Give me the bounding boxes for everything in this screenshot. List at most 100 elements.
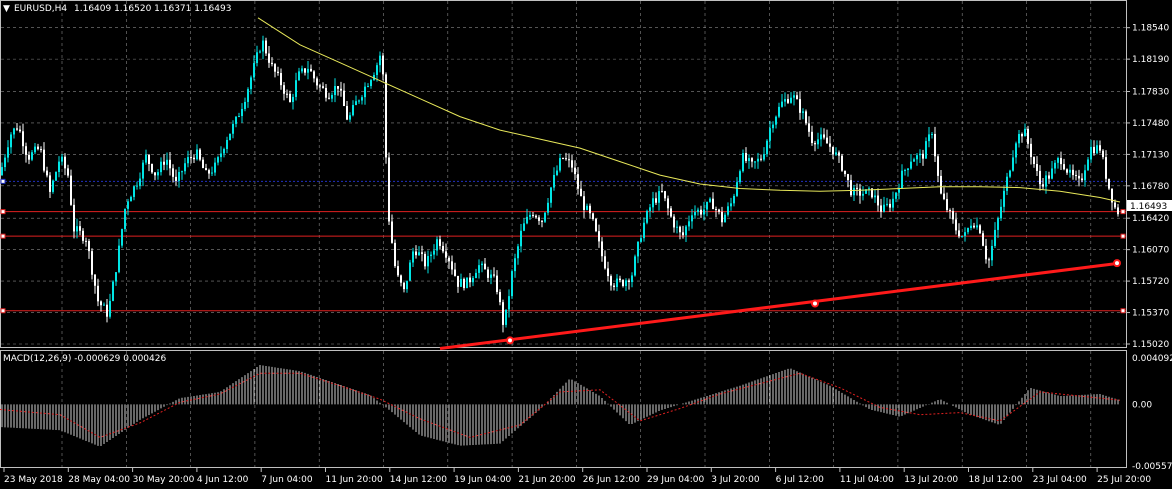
bearish-candle-body <box>190 157 192 159</box>
bearish-candle-body <box>1078 175 1080 179</box>
bearish-candle-body <box>880 205 882 212</box>
bullish-candle-body <box>1009 170 1011 177</box>
bearish-candle-body <box>454 269 456 276</box>
bullish-candle-body <box>55 171 57 181</box>
bearish-candle-body <box>496 275 498 293</box>
bearish-candle-body <box>718 209 720 212</box>
bearish-candle-body <box>667 198 669 209</box>
bearish-candle-body <box>844 170 846 175</box>
bearish-candle-body <box>286 93 288 95</box>
price-tick-label: 1.15020 <box>1132 340 1169 350</box>
bullish-candle-body <box>1006 176 1008 191</box>
bearish-candle-body <box>322 86 324 88</box>
bullish-candle-body <box>1003 190 1005 207</box>
bearish-candle-body <box>199 149 201 160</box>
symbol-dropdown-icon[interactable]: ▼ <box>3 4 10 14</box>
bullish-candle-body <box>904 170 906 172</box>
macd-tick-label: 0.00 <box>1132 400 1152 410</box>
bearish-candle-body <box>319 85 321 87</box>
bearish-candle-body <box>1105 157 1107 179</box>
bearish-candle-body <box>28 154 30 160</box>
bearish-candle-body <box>1063 164 1065 170</box>
bearish-candle-body <box>535 215 537 218</box>
bullish-candle-body <box>361 97 363 101</box>
bearish-candle-body <box>988 259 990 261</box>
bearish-candle-body <box>622 280 624 287</box>
macd-label: MACD(12,26,9) -0.000629 0.000426 <box>3 354 166 364</box>
bullish-candle-body <box>919 153 921 156</box>
bullish-candle-body <box>427 256 429 267</box>
bullish-candle-body <box>820 134 822 140</box>
bullish-candle-body <box>931 133 933 135</box>
bullish-candle-body <box>817 139 819 145</box>
bullish-candle-body <box>130 196 132 202</box>
bullish-candle-body <box>835 152 837 155</box>
bullish-candle-body <box>994 229 996 246</box>
time-tick-label: 21 Jun 20:00 <box>518 475 575 485</box>
bearish-candle-body <box>385 74 387 158</box>
bullish-candle-body <box>1 167 3 176</box>
price-tick-label: 1.16420 <box>1132 214 1169 224</box>
bullish-candle-body <box>916 155 918 160</box>
bullish-candle-body <box>556 170 558 175</box>
bullish-candle-body <box>61 156 63 162</box>
bearish-candle-body <box>208 170 210 174</box>
bearish-candle-body <box>403 282 405 290</box>
bullish-candle-body <box>868 188 870 190</box>
bearish-candle-body <box>457 275 459 287</box>
bearish-candle-body <box>1039 170 1041 185</box>
bearish-candle-body <box>952 211 954 220</box>
bearish-candle-body <box>70 175 72 205</box>
ohlc-label: 1.16409 1.16520 1.16371 1.16493 <box>74 4 231 14</box>
bullish-candle-body <box>553 174 555 188</box>
bullish-candle-body <box>976 225 978 228</box>
bearish-candle-body <box>592 213 594 220</box>
bullish-candle-body <box>724 214 726 223</box>
bullish-candle-body <box>352 105 354 116</box>
bearish-candle-body <box>313 71 315 79</box>
bullish-candle-body <box>874 195 876 198</box>
bullish-candle-body <box>232 123 234 134</box>
bearish-candle-body <box>274 64 276 72</box>
bullish-candle-body <box>1096 145 1098 154</box>
bullish-candle-body <box>226 140 228 149</box>
bullish-candle-body <box>907 168 909 171</box>
bearish-candle-body <box>85 240 87 242</box>
bullish-candle-body <box>709 198 711 202</box>
bearish-candle-body <box>73 204 75 232</box>
bullish-candle-body <box>757 158 759 162</box>
time-tick-label: 18 Jul 12:00 <box>969 475 1023 485</box>
bullish-candle-body <box>247 89 249 102</box>
trendline[interactable] <box>439 259 1121 350</box>
bearish-candle-body <box>499 292 501 303</box>
level-anchor <box>0 178 6 184</box>
bullish-candle-body <box>112 281 114 301</box>
bullish-candle-body <box>184 163 186 172</box>
bullish-candle-body <box>769 128 771 141</box>
bearish-candle-body <box>193 157 195 160</box>
bearish-candle-body <box>745 153 747 161</box>
bullish-candle-body <box>523 223 525 231</box>
bearish-candle-body <box>610 276 612 286</box>
bearish-candle-body <box>316 78 318 86</box>
bullish-candle-body <box>616 278 618 287</box>
bullish-candle-body <box>409 262 411 281</box>
bearish-candle-body <box>565 158 567 160</box>
bearish-candle-body <box>169 159 171 169</box>
bullish-candle-body <box>124 208 126 230</box>
bullish-candle-body <box>262 40 264 52</box>
bearish-candle-body <box>1081 178 1083 181</box>
bearish-candle-body <box>163 161 165 165</box>
bearish-candle-body <box>175 176 177 181</box>
bullish-candle-body <box>481 263 483 266</box>
bearish-candle-body <box>346 106 348 120</box>
horizontal-levels[interactable] <box>0 178 1126 314</box>
bullish-candle-body <box>223 148 225 154</box>
time-tick-label: 30 May 20:00 <box>133 475 195 485</box>
trendline-anchor-point <box>811 299 819 308</box>
bearish-candle-body <box>37 146 39 150</box>
time-tick-label: 23 May 2018 <box>4 475 63 485</box>
bullish-candle-body <box>970 225 972 229</box>
bearish-candle-body <box>1072 169 1074 176</box>
